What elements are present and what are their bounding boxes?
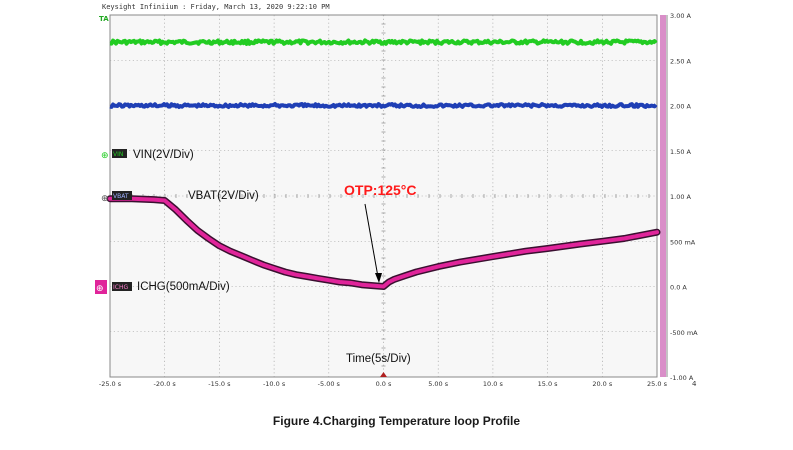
y-tick-label: 3.00 A bbox=[670, 12, 692, 20]
y-tick-label: 2.50 A bbox=[670, 57, 692, 65]
svg-text:⊕: ⊕ bbox=[101, 151, 109, 161]
x-tick-label: 5.00 s bbox=[428, 380, 449, 388]
vin-label: VIN(2V/Div) bbox=[133, 149, 194, 161]
x-tick-label: -5.00 s bbox=[318, 380, 341, 388]
y-tick-label: -1.00 A bbox=[670, 374, 694, 382]
trigger-position-marker bbox=[380, 372, 387, 377]
x-axis-label: Time(5s/Div) bbox=[346, 353, 411, 365]
scope-header: Keysight Infiniium : Friday, March 13, 2… bbox=[102, 3, 330, 11]
vbat-channel-tag: VBAT bbox=[113, 193, 129, 200]
otp-annotation: OTP:125°C bbox=[344, 182, 417, 198]
y-tick-label: 0.0 A bbox=[670, 284, 687, 292]
right-edge-label: 4 bbox=[692, 380, 697, 388]
x-tick-label: -25.0 s bbox=[99, 380, 122, 388]
vbat-label: VBAT(2V/Div) bbox=[188, 190, 259, 202]
ichg-channel-tag: ICHG bbox=[113, 284, 128, 291]
x-tick-label: 10.0 s bbox=[483, 380, 504, 388]
vin-channel-tag: VIN bbox=[113, 151, 123, 158]
vbat-trace bbox=[109, 102, 658, 109]
x-tick-label: 15.0 s bbox=[538, 380, 559, 388]
grid bbox=[109, 14, 657, 377]
vin-channel-marker[interactable]: ⊕ VIN bbox=[101, 149, 127, 161]
svg-text:⊕: ⊕ bbox=[96, 284, 104, 294]
x-tick-label: 0.0 s bbox=[376, 380, 392, 388]
y-tick-label: 500 mA bbox=[670, 238, 696, 246]
y-tick-label: -500 mA bbox=[670, 329, 698, 337]
otp-arrow-line bbox=[364, 203, 379, 278]
y-tick-label: 1.50 A bbox=[670, 148, 692, 156]
trigger-marker: TA bbox=[99, 15, 109, 23]
x-tick-label: -20.0 s bbox=[154, 380, 177, 388]
svg-text:⊕: ⊕ bbox=[101, 194, 109, 204]
vin-trace bbox=[109, 38, 658, 46]
y-tick-label: 1.00 A bbox=[670, 193, 692, 201]
x-tick-label: 25.0 s bbox=[647, 380, 668, 388]
x-tick-labels: -25.0 s -20.0 s -15.0 s -10.0 s -5.00 s 0.0 s… bbox=[99, 380, 668, 388]
ichg-channel-marker[interactable]: ⊕ ICHG bbox=[95, 280, 132, 294]
y-tick-labels: 3.00 A 2.50 A 2.00 A 1.50 A 1.00 A 500 mA 0.0 … bbox=[670, 12, 698, 382]
otp-arrow-head bbox=[375, 273, 382, 283]
x-tick-label: -10.0 s bbox=[263, 380, 286, 388]
right-scale-bar bbox=[660, 15, 666, 377]
ichg-trace bbox=[108, 196, 659, 289]
y-tick-label: 2.00 A bbox=[670, 103, 692, 111]
figure-caption: Figure 4.Charging Temperature loop Profi… bbox=[272, 414, 521, 428]
ichg-label: ICHG(500mA/Div) bbox=[137, 281, 230, 293]
x-tick-label: -15.0 s bbox=[208, 380, 231, 388]
vbat-channel-marker[interactable]: ⊕ VBAT bbox=[101, 191, 132, 204]
x-tick-label: 20.0 s bbox=[592, 380, 613, 388]
plot-area bbox=[109, 14, 658, 378]
